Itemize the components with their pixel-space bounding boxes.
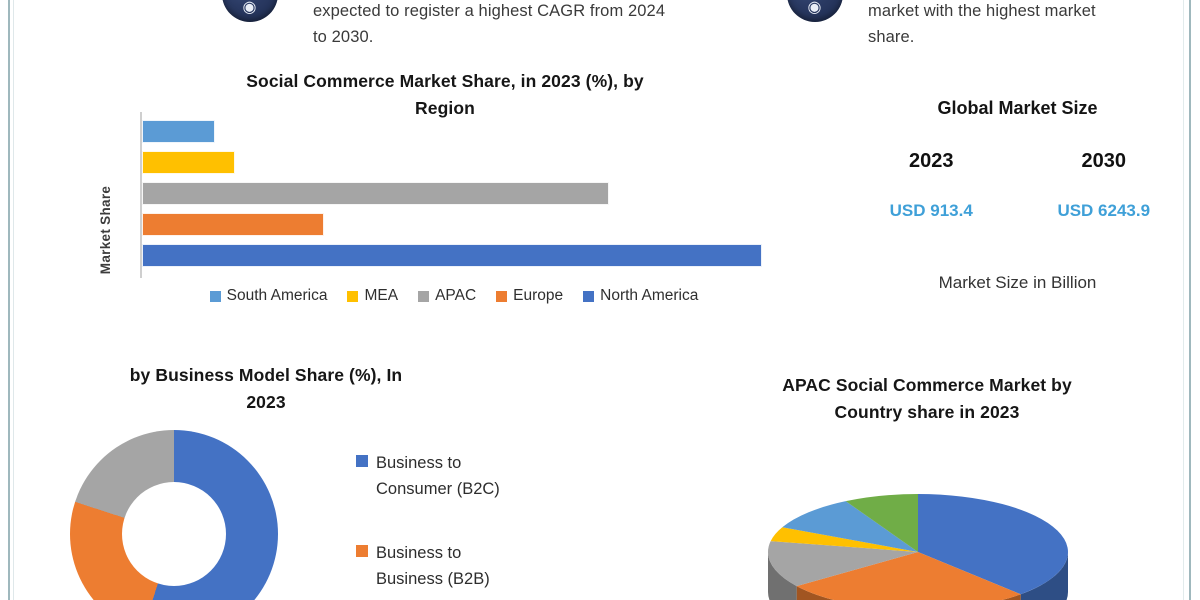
pie-slice-series-4	[770, 527, 918, 552]
business-model-donut-section: by Business Model Share (%), In 2023 Bus…	[58, 362, 668, 600]
global-market-size-years: 2023 2030	[845, 150, 1190, 173]
top-bullet-text-2: market with the highest market share.	[868, 0, 1188, 50]
bar-legend-label: MEA	[364, 287, 399, 304]
bar-chart-plot-area	[141, 118, 782, 273]
donut-legend-label-line1: Business to	[376, 454, 462, 472]
legend-swatch-icon	[583, 290, 595, 302]
bar-chart-legend: South America MEA APAC Europe North America	[124, 287, 784, 305]
donut-chart-title: by Business Model Share (%), In 2023	[86, 362, 446, 416]
pie-slice-series-6	[845, 494, 918, 552]
legend-swatch-icon	[418, 290, 430, 302]
apac-country-pie-chart	[738, 464, 1098, 600]
legend-swatch-icon	[496, 290, 508, 302]
donut-chart-title-line2: 2023	[246, 392, 286, 412]
top-bullet-text-2-line2: share.	[868, 28, 915, 46]
bar-legend-label: Europe	[513, 287, 564, 304]
bar-chart-y-axis-line	[140, 112, 142, 278]
pie-slice-side	[1020, 552, 1068, 600]
donut-legend-label: Business to Business (B2B)	[376, 540, 490, 592]
gms-value-right-col: USD 6243.9	[1018, 201, 1191, 221]
bar-apac	[141, 182, 610, 205]
donut-legend-item: Business to Consumer (B2C)	[356, 450, 616, 502]
gms-value-left: USD 913.4	[889, 201, 973, 220]
pie-chart-title-line2: Country share in 2023	[834, 402, 1020, 422]
top-bullet-text-1: expected to register a highest CAGR from…	[313, 0, 773, 50]
bar-legend-item: Europe	[496, 287, 563, 305]
gms-value-left-col: USD 913.4	[845, 201, 1018, 221]
globe-glyph: ◉	[242, 0, 258, 16]
pie-chart-svg	[768, 494, 1068, 600]
pie-slice-series-5	[782, 501, 918, 552]
donut-chart-title-line1: by Business Model Share (%), In	[129, 365, 403, 385]
frame-border-left	[8, 0, 10, 600]
bar-chart-title: Social Commerce Market Share, in 2023 (%…	[150, 68, 740, 122]
gms-year-right-col: 2030	[1018, 150, 1191, 173]
pie-slice-side	[796, 586, 1021, 600]
globe-glyph-2: ◉	[807, 0, 823, 16]
apac-country-pie-section: APAC Social Commerce Market by Country s…	[690, 372, 1190, 600]
bar-south-america	[141, 120, 216, 143]
legend-swatch-icon	[356, 455, 368, 467]
region-bar-chart: Market Share South America MEA APAC Europe N…	[98, 112, 784, 317]
pie-slice-series-2	[796, 552, 1021, 600]
top-bullet-text-1-line1: expected to register a highest CAGR from…	[313, 2, 666, 20]
donut-legend-item: Business to Business (B2B)	[356, 540, 616, 592]
frame-border-right-inner	[1183, 0, 1184, 600]
pie-slice-side	[768, 552, 797, 600]
top-bullet-text-2-line1: market with the highest market	[868, 2, 1096, 20]
bar-legend-item: APAC	[418, 287, 476, 305]
legend-swatch-icon	[356, 545, 368, 557]
donut-hole	[122, 482, 226, 586]
global-market-size-panel: Global Market Size 2023 2030 USD 913.4 U…	[845, 98, 1190, 313]
legend-swatch-icon	[347, 290, 359, 302]
bar-chart-title-line1: Social Commerce Market Share, in 2023 (%…	[246, 71, 644, 91]
bar-legend-item: South America	[209, 287, 328, 305]
bar-legend-label: APAC	[435, 287, 477, 304]
globe-circle-icon: ◉	[222, 0, 278, 22]
gms-value-right: USD 6243.9	[1057, 201, 1151, 220]
pie-slice-series-3	[768, 541, 918, 587]
donut-legend-label: Business to Consumer (B2C)	[376, 450, 500, 502]
top-bullet-text-1-line2: to 2030.	[313, 28, 374, 46]
frame-border-left-inner	[13, 0, 14, 600]
pie-slice-series-1	[918, 494, 1068, 595]
donut-chart-legend: Business to Consumer (B2C) Business to Busi…	[356, 450, 616, 600]
bar-chart-y-axis-label: Market Share	[98, 185, 113, 275]
gms-year-left-col: 2023	[845, 150, 1018, 173]
bar-legend-label: North America	[600, 287, 699, 304]
legend-swatch-icon	[209, 290, 221, 302]
bar-mea	[141, 151, 236, 174]
gms-year-left: 2023	[909, 150, 954, 172]
pie-chart-title-line1: APAC Social Commerce Market by	[782, 375, 1072, 395]
global-market-size-footnote: Market Size in Billion	[938, 273, 1097, 292]
donut-legend-label-line2: Business (B2B)	[376, 570, 490, 588]
global-market-size-values: USD 913.4 USD 6243.9	[845, 201, 1190, 221]
pie-chart-title: APAC Social Commerce Market by Country s…	[712, 372, 1142, 426]
donut-legend-label-line2: Consumer (B2C)	[376, 480, 500, 498]
bar-legend-label: South America	[226, 287, 328, 304]
bar-legend-item: MEA	[347, 287, 398, 305]
business-model-donut-chart	[70, 430, 278, 600]
bar-north-america	[141, 244, 762, 267]
donut-legend-label-line1: Business to	[376, 544, 462, 562]
frame-border-right	[1189, 0, 1191, 600]
gms-year-right: 2030	[1081, 150, 1127, 172]
bar-legend-item: North America	[583, 287, 698, 305]
global-market-size-title: Global Market Size	[937, 98, 1098, 118]
bar-europe	[141, 213, 324, 236]
bar-chart-title-line2: Region	[415, 98, 475, 118]
globe-circle-icon-2: ◉	[787, 0, 843, 22]
